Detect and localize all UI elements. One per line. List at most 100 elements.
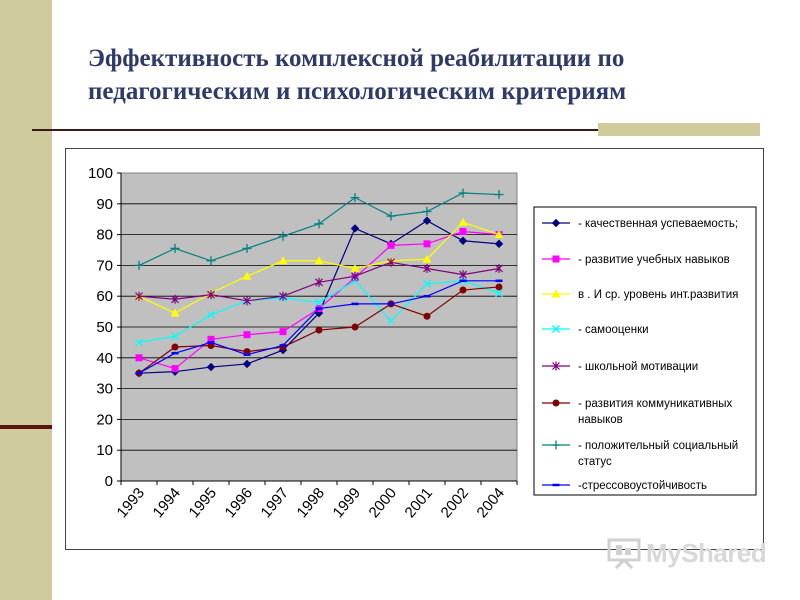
data-point-series-7 [278, 231, 288, 241]
data-point-series-2 [207, 335, 215, 343]
legend-label: - качественная успеваемость; [578, 218, 738, 230]
data-point-series-6 [171, 343, 179, 351]
x-tick-label: 1995 [186, 485, 220, 521]
title-divider-block [598, 123, 760, 136]
data-point-series-3 [170, 308, 180, 317]
y-tick-label: 10 [96, 442, 113, 459]
data-point-series-6 [243, 348, 251, 356]
data-point-series-3 [422, 254, 432, 263]
legend-swatch-marker [551, 440, 561, 450]
data-point-series-1 [350, 224, 360, 233]
legend-label: в . И ср. уровень инт.развития [578, 289, 738, 301]
y-tick-label: 30 [96, 381, 113, 398]
legend-swatch-marker [552, 325, 560, 333]
data-point-series-1 [206, 362, 216, 372]
legend-label: - развитие учебных навыков [578, 254, 730, 266]
data-point-series-7 [422, 207, 432, 216]
slide-title-line-2: педагогическим и психологическим критери… [88, 78, 627, 105]
data-point-series-4 [315, 298, 323, 307]
y-tick-label: 0 [105, 473, 113, 490]
data-point-series-2 [459, 228, 467, 236]
y-tick-label: 60 [96, 288, 113, 305]
legend-label: - положительный социальный статус [578, 440, 738, 468]
data-point-series-4 [135, 338, 143, 347]
data-point-series-3 [458, 217, 468, 226]
y-tick-label: 50 [96, 319, 113, 336]
x-tick-label: 1993 [114, 485, 148, 521]
data-point-series-4 [207, 310, 215, 319]
presentation-icon [607, 538, 641, 569]
data-point-series-3 [278, 256, 288, 265]
chart-frame: 0 10 20 30 40 50 60 70 80 90 100 1993 1994 1995 1996 19… [65, 148, 764, 550]
legend-swatch-marker [552, 255, 560, 263]
legend-label: -стрессовоустойчивость [578, 480, 707, 492]
y-tick-label: 20 [96, 411, 113, 428]
left-decor-bar [0, 0, 52, 600]
data-point-series-2 [279, 328, 287, 336]
legend-swatch-marker [551, 218, 561, 228]
data-point-series-5 [423, 263, 431, 273]
x-tick-label: 1997 [258, 485, 292, 521]
data-point-series-1 [494, 239, 504, 249]
x-tick-label: 2000 [366, 485, 400, 521]
data-point-series-3 [242, 271, 252, 280]
data-point-series-4 [423, 279, 431, 288]
data-point-series-3 [314, 256, 324, 265]
data-point-series-1 [422, 216, 432, 225]
data-point-series-6 [423, 312, 431, 320]
legend-label: - самооценки [578, 324, 649, 336]
data-point-series-5 [459, 270, 467, 280]
data-point-series-7 [386, 211, 396, 221]
y-tick-label: 90 [96, 196, 113, 213]
data-point-series-2 [387, 241, 395, 249]
title-divider [32, 129, 760, 131]
data-point-series-6 [207, 341, 215, 349]
watermark-text: MyShared [646, 537, 767, 568]
data-point-series-7 [350, 193, 360, 203]
data-point-series-5 [279, 291, 287, 301]
slide-title: Эффективность комплексной реабилитации п… [88, 42, 768, 108]
data-point-series-2 [135, 354, 143, 362]
data-point-series-4 [387, 316, 395, 325]
x-tick-label: 2004 [474, 485, 508, 521]
x-tick-label: 2001 [402, 485, 436, 521]
data-point-series-5 [171, 294, 179, 304]
x-tick-label: 1996 [222, 485, 256, 521]
legend-swatch-marker [552, 361, 560, 371]
y-tick-label: 80 [96, 227, 113, 244]
data-point-series-6 [459, 286, 467, 294]
data-point-series-7 [494, 190, 504, 200]
x-tick-label: 1998 [294, 485, 328, 521]
data-point-series-5 [351, 271, 359, 281]
data-point-series-4 [171, 332, 179, 341]
legend-label: - школьной мотивации [578, 361, 698, 373]
data-point-series-7 [170, 243, 180, 253]
data-point-series-5 [387, 257, 395, 267]
data-point-series-7 [458, 188, 468, 198]
y-tick-label: 40 [96, 350, 113, 367]
data-point-series-5 [315, 277, 323, 287]
data-point-series-3 [350, 263, 360, 272]
legend-box [533, 206, 757, 496]
data-point-series-5 [135, 291, 143, 301]
data-point-series-6 [495, 283, 503, 291]
data-point-series-7 [314, 219, 324, 229]
data-point-series-7 [242, 243, 252, 253]
x-tick-label: 1999 [330, 485, 364, 521]
y-tick-label: 70 [96, 257, 113, 274]
x-tick-label: 1994 [150, 485, 184, 521]
slide-title-line-1: Эффективность комплексной реабилитации п… [88, 45, 625, 72]
data-point-series-5 [495, 263, 503, 273]
watermark: MyShared [606, 536, 767, 570]
data-point-series-1 [242, 359, 252, 369]
data-point-series-1 [458, 236, 468, 245]
data-point-series-2 [423, 240, 431, 248]
x-tick-label: 2002 [438, 485, 472, 521]
data-point-series-2 [243, 331, 251, 339]
legend-swatch-marker [551, 289, 561, 298]
legend-label: - развития коммуникативных навыков [578, 398, 732, 426]
y-tick-label: 100 [88, 165, 113, 182]
data-point-series-5 [207, 290, 215, 300]
data-point-series-3 [494, 230, 504, 239]
